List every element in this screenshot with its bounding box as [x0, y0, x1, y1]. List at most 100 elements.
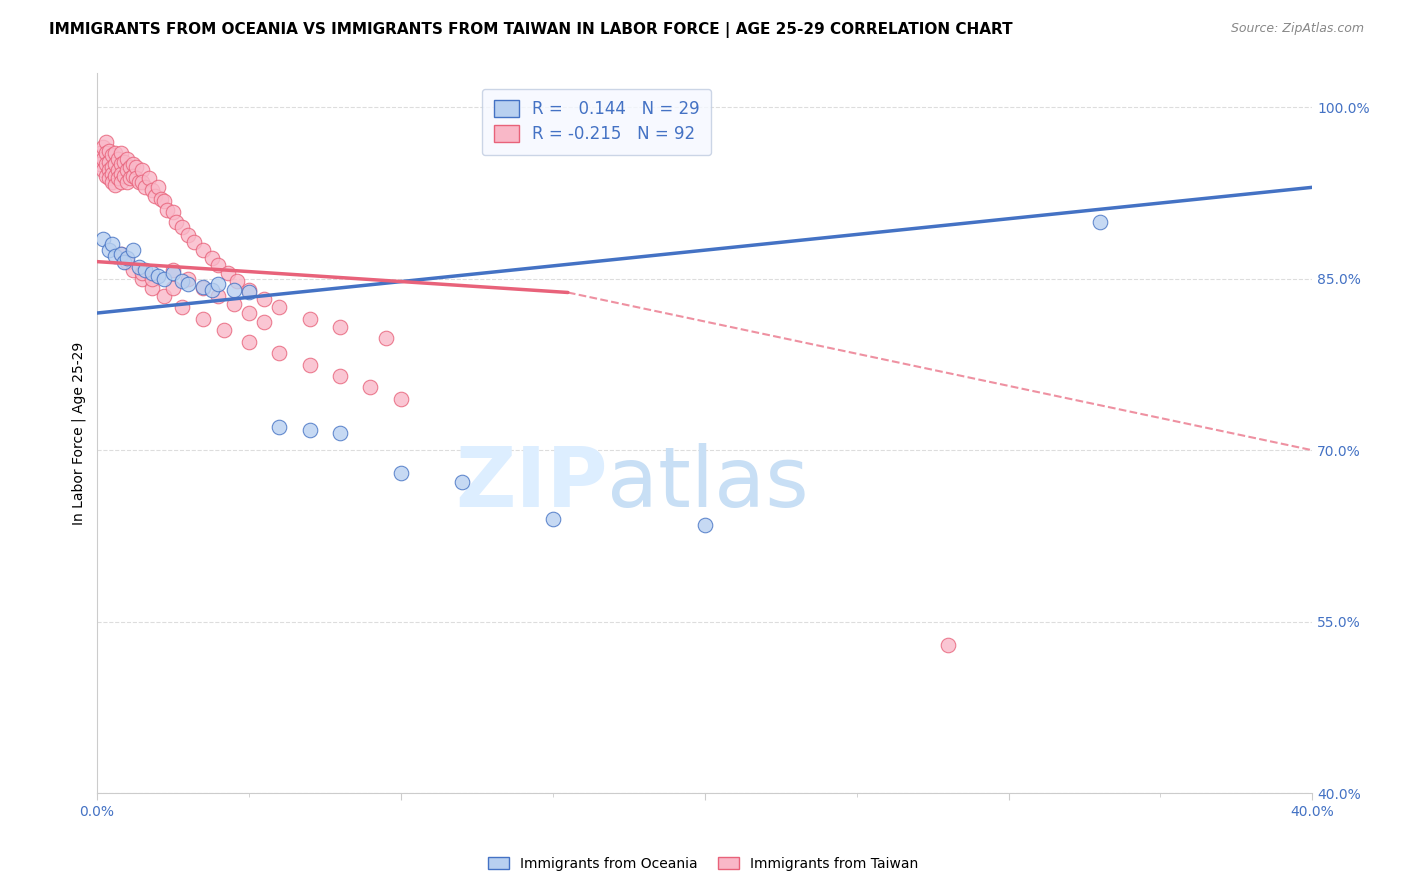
Point	[94, 169, 117, 183]
Point	[141, 281, 163, 295]
Point	[1088, 214, 1111, 228]
Point	[122, 169, 145, 183]
Point	[125, 160, 148, 174]
Point	[156, 203, 179, 218]
Point	[94, 135, 117, 149]
Point	[374, 331, 396, 345]
Text: ZIP: ZIP	[456, 443, 607, 524]
Point	[101, 175, 124, 189]
Point	[298, 423, 321, 437]
Point	[110, 167, 132, 181]
Point	[122, 262, 145, 277]
Point	[177, 277, 200, 292]
Point	[225, 274, 247, 288]
Y-axis label: In Labor Force | Age 25-29: In Labor Force | Age 25-29	[72, 342, 86, 524]
Point	[120, 160, 142, 174]
Point	[253, 293, 276, 307]
Point	[269, 420, 291, 434]
Point	[193, 311, 215, 326]
Point	[165, 214, 187, 228]
Point	[98, 155, 121, 169]
Point	[193, 243, 215, 257]
Point	[98, 163, 121, 178]
Point	[238, 283, 260, 297]
Point	[177, 228, 200, 243]
Point	[115, 175, 138, 189]
Point	[131, 266, 153, 280]
Point	[128, 175, 150, 189]
Point	[238, 285, 260, 300]
Point	[128, 260, 150, 275]
Point	[146, 269, 169, 284]
Point	[112, 155, 135, 169]
Point	[91, 152, 114, 166]
Text: IMMIGRANTS FROM OCEANIA VS IMMIGRANTS FROM TAIWAN IN LABOR FORCE | AGE 25-29 COR: IMMIGRANTS FROM OCEANIA VS IMMIGRANTS FR…	[49, 22, 1012, 38]
Point	[193, 281, 215, 295]
Point	[141, 266, 163, 280]
Point	[269, 301, 291, 315]
Point	[329, 426, 352, 441]
Legend: R =   0.144   N = 29, R = -0.215   N = 92: R = 0.144 N = 29, R = -0.215 N = 92	[482, 88, 711, 155]
Point	[222, 297, 245, 311]
Point	[107, 163, 129, 178]
Point	[141, 272, 163, 286]
Point	[329, 319, 352, 334]
Point	[207, 277, 229, 292]
Text: Source: ZipAtlas.com: Source: ZipAtlas.com	[1230, 22, 1364, 36]
Point	[207, 289, 229, 303]
Point	[222, 283, 245, 297]
Point	[183, 235, 205, 249]
Point	[107, 152, 129, 166]
Point	[101, 237, 124, 252]
Point	[89, 157, 111, 171]
Point	[170, 220, 193, 235]
Point	[110, 146, 132, 161]
Point	[91, 140, 114, 154]
Point	[238, 334, 260, 349]
Point	[541, 512, 564, 526]
Point	[107, 171, 129, 186]
Point	[104, 249, 127, 263]
Point	[152, 194, 174, 208]
Point	[298, 358, 321, 372]
Point	[115, 152, 138, 166]
Point	[120, 171, 142, 186]
Point	[110, 157, 132, 171]
Point	[115, 163, 138, 178]
Point	[269, 346, 291, 360]
Point	[149, 192, 172, 206]
Point	[98, 243, 121, 257]
Point	[101, 160, 124, 174]
Point	[214, 323, 236, 337]
Point	[134, 262, 156, 277]
Point	[101, 148, 124, 162]
Point	[170, 301, 193, 315]
Point	[389, 466, 412, 480]
Point	[207, 258, 229, 272]
Point	[217, 266, 239, 280]
Point	[104, 157, 127, 171]
Point	[450, 475, 472, 490]
Point	[359, 380, 381, 394]
Point	[162, 266, 184, 280]
Text: atlas: atlas	[607, 443, 808, 524]
Point	[162, 262, 184, 277]
Point	[201, 251, 224, 265]
Point	[131, 163, 153, 178]
Point	[98, 144, 121, 158]
Point	[112, 254, 135, 268]
Point	[98, 171, 121, 186]
Point	[112, 169, 135, 183]
Point	[115, 251, 138, 265]
Point	[152, 272, 174, 286]
Point	[298, 311, 321, 326]
Point	[125, 171, 148, 186]
Point	[143, 189, 166, 203]
Point	[141, 183, 163, 197]
Point	[101, 167, 124, 181]
Point	[936, 638, 959, 652]
Point	[201, 283, 224, 297]
Point	[193, 279, 215, 293]
Point	[138, 171, 160, 186]
Point	[115, 254, 138, 268]
